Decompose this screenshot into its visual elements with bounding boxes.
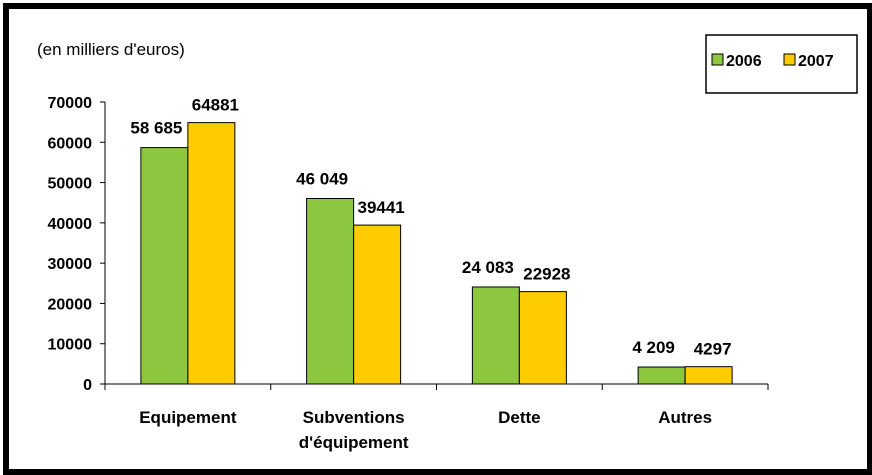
bar-2007	[518, 291, 567, 385]
data-label-2007: 39441	[357, 198, 404, 217]
bar-2007	[187, 122, 236, 385]
legend-swatch-2007	[783, 53, 796, 66]
y-tick-label: 30000	[48, 256, 93, 273]
data-label-2007: 4297	[694, 340, 732, 359]
data-label-2006: 4 209	[632, 338, 675, 357]
data-label-2007: 64881	[192, 96, 239, 115]
legend-swatch-2006	[711, 53, 724, 66]
bar-2006	[306, 197, 355, 385]
x-category-label: Equipement	[139, 408, 237, 427]
legend-box	[705, 34, 858, 94]
y-tick-label: 0	[83, 377, 92, 394]
x-category-label: Dette	[498, 408, 541, 427]
bar-2007	[684, 366, 733, 385]
legend-label-2007: 2007	[798, 53, 834, 70]
x-category-label: Subventions	[303, 408, 405, 427]
y-tick-label: 10000	[48, 337, 93, 354]
data-label-2006: 58 685	[130, 119, 182, 138]
bar-2007	[353, 224, 402, 385]
bar-2006	[637, 366, 686, 385]
chart-subtitle: (en milliers d'euros)	[37, 40, 185, 59]
x-category-label: d'équipement	[299, 433, 409, 452]
data-label-2007: 22928	[523, 265, 570, 284]
y-tick-label: 40000	[48, 216, 93, 233]
data-label-2006: 46 049	[296, 169, 348, 188]
data-label-2006: 24 083	[462, 258, 514, 277]
y-tick-label: 20000	[48, 296, 93, 313]
y-tick-label: 70000	[48, 95, 93, 112]
bar-2006	[471, 286, 520, 385]
y-tick-label: 60000	[48, 135, 93, 152]
bar-2006	[140, 147, 189, 385]
x-category-label: Autres	[658, 408, 712, 427]
y-tick-label: 50000	[48, 176, 93, 193]
legend-label-2006: 2006	[726, 53, 762, 70]
